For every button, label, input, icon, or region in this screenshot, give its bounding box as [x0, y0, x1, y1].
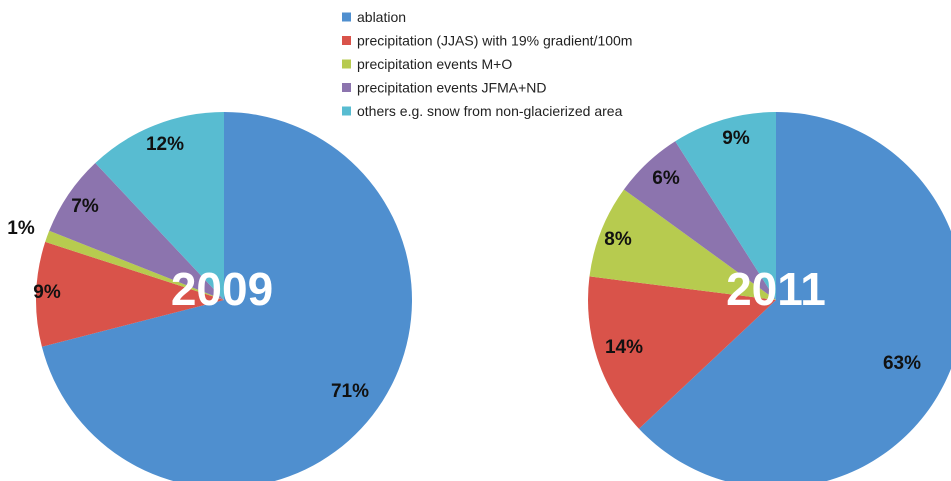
legend: ablation precipitation (JJAS) with 19% gr…: [342, 9, 632, 119]
pie-slice-2011-4: [675, 112, 776, 300]
slice-label-2011-0: 63%: [883, 353, 921, 374]
slice-label-2011-1: 14%: [605, 337, 643, 358]
slice-label-2011-2: 8%: [604, 229, 632, 250]
pie-slice-2011-3: [623, 141, 776, 300]
slice-label-2009-3: 7%: [71, 196, 99, 217]
slice-label-2009-0: 71%: [331, 381, 369, 402]
pies-group: 71% 9% 1% 7% 12% 2009 63% 14% 8% 6% 9% 2011: [7, 112, 951, 481]
pie-slice-2011-1: [588, 276, 776, 429]
legend-label-3: precipitation events JFMA+ND: [357, 80, 546, 96]
pie-slice-2011-2: [589, 189, 776, 300]
slice-label-2009-1: 9%: [33, 282, 61, 303]
legend-label-1: precipitation (JJAS) with 19% gradient/1…: [357, 33, 632, 49]
pie-slice-2009-1: [36, 241, 224, 347]
legend-swatch-4: [342, 106, 351, 116]
legend-label-4: others e.g. snow from non-glacierized ar…: [357, 103, 623, 119]
pie-slice-2009-2: [45, 230, 225, 300]
legend-swatch-0: [342, 12, 351, 22]
legend-label-2: precipitation events M+O: [357, 56, 512, 72]
pie-slice-2011-0: [638, 112, 951, 481]
pie-chart-2009: 71% 9% 1% 7% 12% 2009: [7, 112, 412, 481]
pie-title-2009: 2009: [171, 263, 273, 315]
legend-swatch-2: [342, 59, 351, 69]
legend-swatch-3: [342, 83, 351, 92]
slice-label-2009-4: 12%: [146, 134, 184, 155]
pie-slice-2009-0: [41, 112, 412, 481]
slice-label-2009-2: 1%: [7, 218, 35, 239]
slice-label-2011-3: 6%: [652, 168, 680, 189]
pie-slice-2009-3: [49, 162, 224, 300]
pie-title-2011: 2011: [726, 263, 826, 315]
pie-slice-2009-4: [95, 112, 224, 300]
legend-label-0: ablation: [357, 9, 406, 25]
legend-swatch-1: [342, 36, 351, 45]
slice-label-2011-4: 9%: [722, 128, 750, 149]
pie-chart-2011: 63% 14% 8% 6% 9% 2011: [588, 112, 951, 481]
